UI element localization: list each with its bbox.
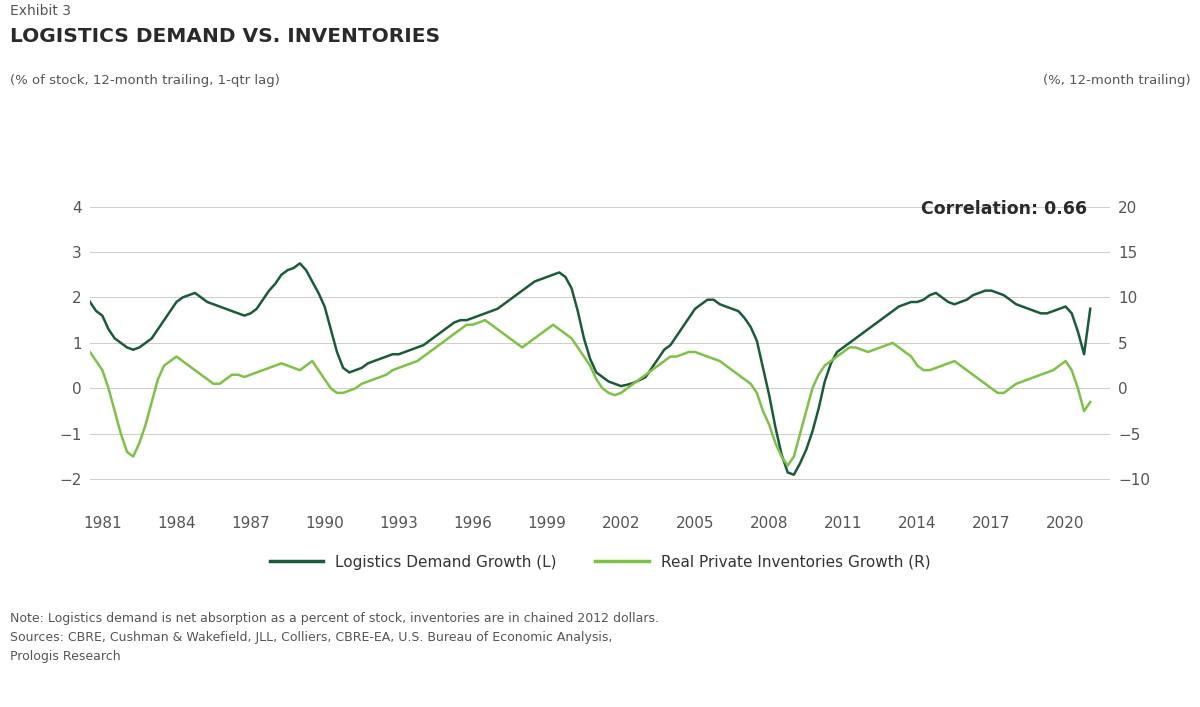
Text: (%, 12-month trailing): (%, 12-month trailing): [1043, 74, 1190, 87]
Text: (% of stock, 12-month trailing, 1-qtr lag): (% of stock, 12-month trailing, 1-qtr la…: [10, 74, 280, 87]
Legend: Logistics Demand Growth (L), Real Private Inventories Growth (R): Logistics Demand Growth (L), Real Privat…: [264, 549, 936, 575]
Text: LOGISTICS DEMAND VS. INVENTORIES: LOGISTICS DEMAND VS. INVENTORIES: [10, 27, 439, 46]
Text: Exhibit 3: Exhibit 3: [10, 4, 71, 18]
Text: Note: Logistics demand is net absorption as a percent of stock, inventories are : Note: Logistics demand is net absorption…: [10, 612, 659, 662]
Text: Correlation: 0.66: Correlation: 0.66: [922, 200, 1087, 218]
